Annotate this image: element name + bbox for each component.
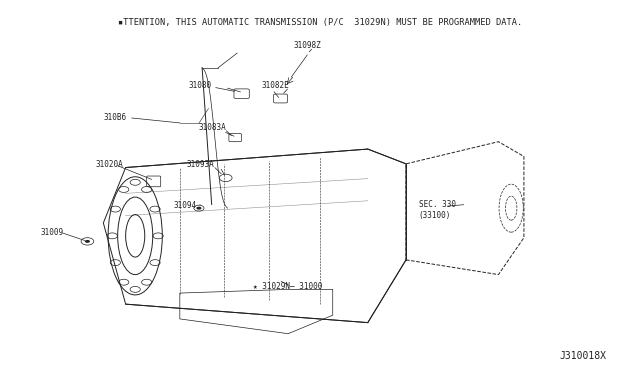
Text: ★ 31029N— 31000: ★ 31029N— 31000 <box>253 282 323 291</box>
Text: ▪TTENTION, THIS AUTOMATIC TRANSMISSION (P/C  31029N) MUST BE PROGRAMMED DATA.: ▪TTENTION, THIS AUTOMATIC TRANSMISSION (… <box>118 18 522 27</box>
Text: J310018X: J310018X <box>560 352 607 361</box>
Text: SEC. 330
(33100): SEC. 330 (33100) <box>419 200 456 220</box>
Text: 31080: 31080 <box>188 81 211 90</box>
Text: 31009: 31009 <box>41 228 64 237</box>
Circle shape <box>196 207 202 210</box>
Text: 310B6: 310B6 <box>103 113 127 122</box>
Circle shape <box>85 240 90 243</box>
Text: 31098Z: 31098Z <box>293 41 321 50</box>
Text: 31093A: 31093A <box>186 160 214 169</box>
Text: 31094: 31094 <box>173 201 196 210</box>
Text: 31082E: 31082E <box>261 81 289 90</box>
Text: 31020A: 31020A <box>96 160 124 169</box>
Text: 31083A: 31083A <box>199 123 227 132</box>
